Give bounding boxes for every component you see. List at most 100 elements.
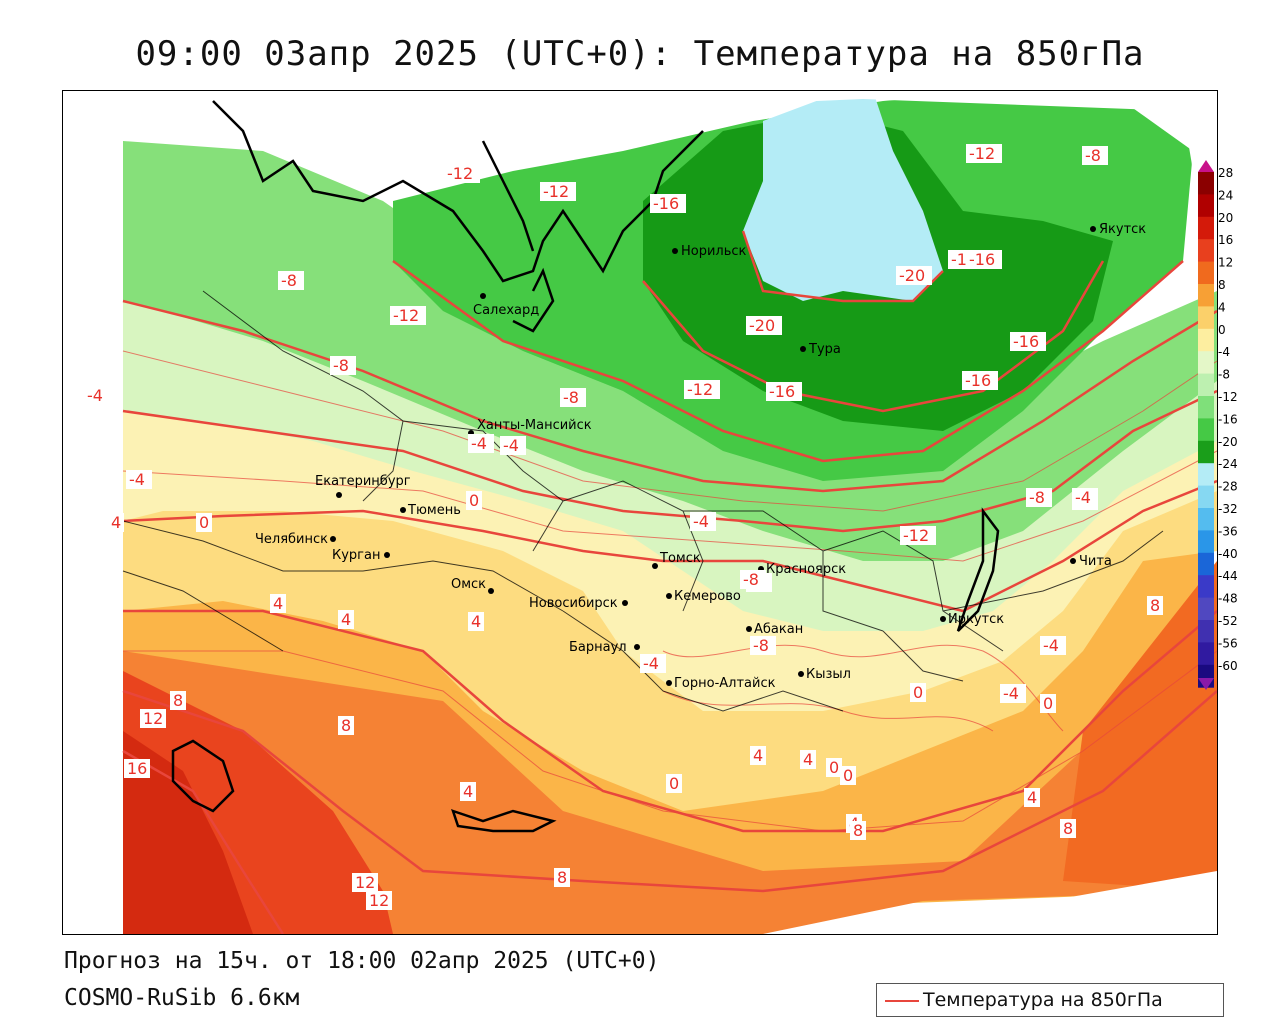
isotherm-value-text: 4 [471, 612, 481, 631]
coast-ob-bay [512, 267, 555, 333]
isotherm-value-text: 8 [1063, 819, 1073, 838]
isotherm-value-text: 12 [369, 891, 389, 910]
isotherm-0 [122, 479, 1217, 613]
isotherm-value-label: 4 [460, 782, 476, 801]
isotherm-plus8 [122, 689, 1217, 893]
temperature-map[interactable]: Норильск Салехард Тура Якутск Ханты-Мансийск… [62, 90, 1218, 935]
isotherm-value-label: 8 [170, 691, 186, 710]
isotherm-value-label: 0 [196, 513, 212, 532]
isotherm-value-text: -12 [687, 380, 713, 399]
isotherm-minus4 [122, 389, 1217, 533]
isotherm-value-label: -8 [330, 356, 356, 375]
city-label: Курган [332, 548, 380, 563]
isotherm-value-label: -4 [84, 386, 110, 405]
isotherm-value-text: -12 [393, 306, 419, 325]
lake-baikal [956, 507, 1000, 632]
isotherm-value-label: 4 [800, 750, 816, 769]
isotherm-value-text: 16 [127, 759, 147, 778]
no-data-left [63, 91, 123, 934]
isotherm-value-text: -4 [1043, 636, 1059, 655]
isotherm-value-label: -20 [896, 266, 932, 285]
isotherm-value-label: -16 [650, 194, 686, 213]
isotherm-value-label: -8 [1026, 488, 1052, 507]
colorbar-swatch [1198, 508, 1214, 531]
isotherm-value-text: -8 [563, 388, 579, 407]
lake-balkhash [451, 809, 557, 833]
colorbar-swatch [1198, 530, 1214, 554]
isotherm-value-text: -8 [743, 570, 759, 589]
isotherm-value-label: -8 [740, 570, 766, 589]
forecast-info: Прогноз на 15ч. от 18:00 02апр 2025 (UTC… [64, 948, 660, 974]
colorbar-swatch [1198, 642, 1214, 666]
city-marker [672, 248, 678, 254]
city-label: Ханты-Мансийск [477, 418, 592, 433]
city-label: Красноярск [766, 562, 846, 577]
isotherm-value-label: -12 [390, 306, 426, 325]
colorbar-swatch [1198, 396, 1214, 419]
colorbar-tick-label: 8 [1218, 278, 1226, 292]
legend: Температура на 850гПа [876, 983, 1224, 1017]
isotherm-value-text: 4 [1027, 788, 1037, 807]
isotherm-value-label: -12 [966, 144, 1002, 163]
isotherm-value-label: -12 [684, 380, 720, 399]
isotherm-value-label: -4 [640, 654, 666, 673]
city-label: Челябинск [255, 532, 328, 547]
city-label: Барнаул [569, 640, 627, 655]
colorbar-tick-label: 20 [1218, 211, 1233, 225]
coast-kara-sea [212, 100, 704, 283]
colorbar-swatch [1198, 351, 1214, 375]
legend-line-swatch [885, 1000, 919, 1002]
isotherm-value-label: 4 [468, 612, 484, 631]
isotherm-value-text: 4 [463, 782, 473, 801]
isotherm-value-text: -8 [1085, 146, 1101, 165]
city-marker [746, 626, 752, 632]
isotherm-value-text: 0 [843, 766, 853, 785]
city-label: Томск [659, 551, 701, 566]
city-marker [800, 346, 806, 352]
colorbar-arrow-top [1198, 160, 1214, 172]
city-label: Иркутск [948, 612, 1004, 627]
isotherm-minus8 [122, 299, 1217, 493]
colorbar: 28 24 20 16 12 8 4 0 -4 -8 -12 -16 -20 -24 -28 -32 -36 -4… [1198, 160, 1238, 690]
isotherm-value-label: 8 [1060, 819, 1076, 838]
colorbar-tick-label: -24 [1218, 457, 1238, 471]
isotherm-value-text: 8 [1150, 596, 1160, 615]
colorbar-swatch [1198, 306, 1214, 330]
isotherm-value-text: -16 [769, 382, 795, 401]
isotherm-value-label: 0 [666, 774, 682, 793]
isotherm-value-label: 0 [910, 683, 926, 702]
isotherm-value-label: -8 [278, 271, 304, 290]
city-marker [652, 563, 658, 569]
isotherm-value-label: -4 [126, 470, 152, 489]
isotherm-value-text: -8 [753, 636, 769, 655]
temp-zone-plus8-12 [123, 651, 1217, 934]
city-marker [1070, 558, 1076, 564]
isotherm-value-text: 4 [111, 513, 121, 532]
isotherm-value-text: -4 [471, 434, 487, 453]
city-marker [384, 552, 390, 558]
isotherm-value-label: -4 [1040, 636, 1066, 655]
isotherm-value-text: 0 [1043, 694, 1053, 713]
isotherm-value-label: 12 [140, 709, 166, 728]
colorbar-swatch [1198, 440, 1214, 464]
map-canvas: Норильск Салехард Тура Якутск Ханты-Мансийск… [63, 91, 1217, 934]
colorbar-tick-label: -52 [1218, 614, 1238, 628]
isotherm-value-text: -4 [87, 386, 103, 405]
isotherm-value-label: 12 [366, 891, 392, 910]
city-label: Кемерово [674, 589, 741, 604]
colorbar-tick-label: 28 [1218, 166, 1233, 180]
isotherm-value-text: -20 [899, 266, 925, 285]
colorbar-tick-label: -44 [1218, 569, 1238, 583]
isotherm-value-text: 0 [199, 513, 209, 532]
isotherm-value-text: -4 [643, 654, 659, 673]
isotherm-value-text: 4 [341, 610, 351, 629]
isotherm-value-text: -4 [129, 470, 145, 489]
colorbar-tick-label: 24 [1218, 188, 1233, 202]
isotherm-value-label: -12 [540, 182, 576, 201]
colorbar-swatch [1198, 373, 1214, 397]
isotherm-plus4 [123, 609, 1217, 833]
isotherm-value-label: -16 [962, 371, 998, 390]
isotherm-value-text: 0 [669, 774, 679, 793]
city-label: Салехард [473, 303, 539, 318]
isotherm-value-text: 12 [143, 709, 163, 728]
